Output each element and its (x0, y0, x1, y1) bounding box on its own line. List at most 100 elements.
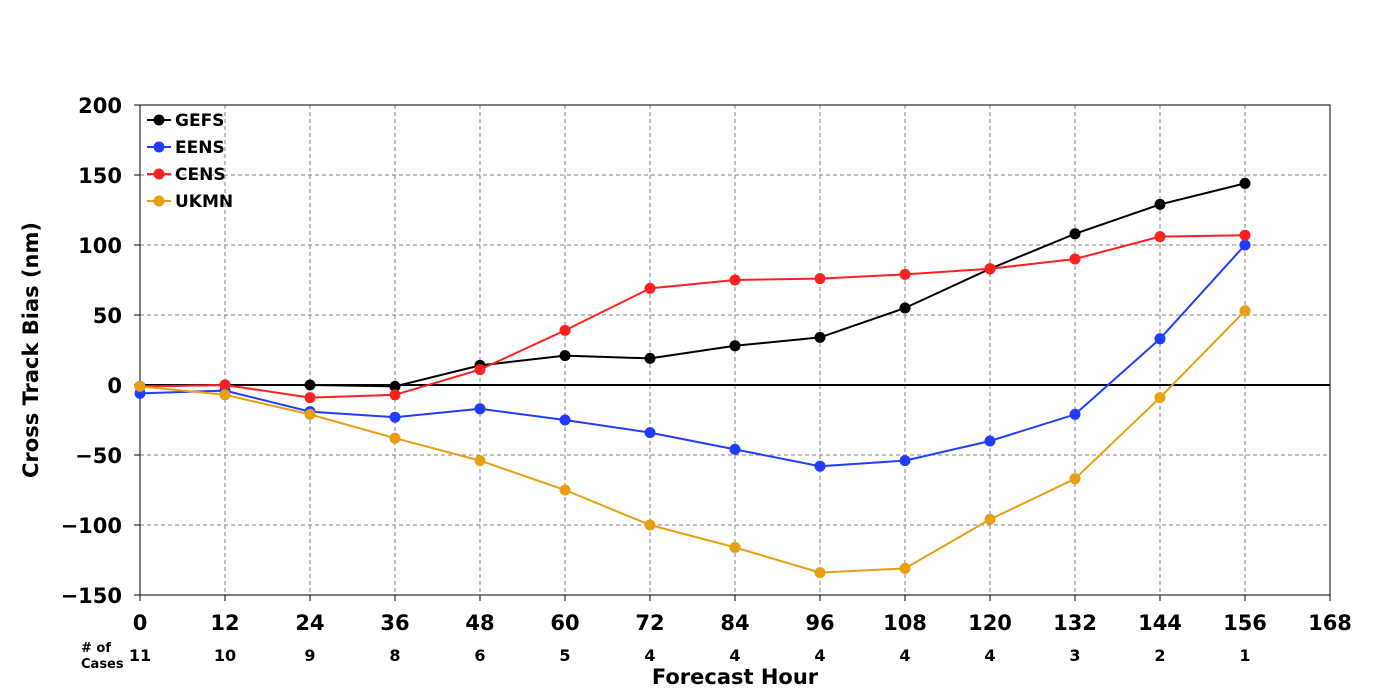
data-point-ukmn (1239, 305, 1251, 317)
data-point-eens (729, 443, 741, 455)
data-point-gefs (729, 340, 741, 352)
x-tick-label: 72 (635, 611, 664, 635)
x-tick-label: 0 (133, 611, 148, 635)
legend-item-gefs: GEFS (147, 111, 224, 131)
x-tick-label: 144 (1138, 611, 1182, 635)
data-point-gefs (304, 379, 316, 391)
legend: GEFS EENS CENS UKMN (147, 111, 233, 212)
data-point-cens (1154, 231, 1166, 243)
x-tick-label: 156 (1223, 611, 1267, 635)
data-point-eens (474, 403, 486, 415)
y-tick-label: 150 (78, 164, 122, 188)
x-tick-label: 84 (720, 611, 749, 635)
data-point-ukmn (899, 562, 911, 574)
legend-item-cens: CENS (147, 165, 226, 185)
legend-label: GEFS (175, 111, 224, 131)
data-point-cens (814, 273, 826, 285)
x-tick-label: 60 (550, 611, 579, 635)
x-axis-title: Forecast Hour (652, 665, 819, 689)
y-tick-label: 100 (78, 234, 122, 258)
data-point-ukmn (729, 541, 741, 553)
data-point-gefs (389, 380, 401, 392)
data-point-eens (1239, 239, 1251, 251)
legend-item-eens: EENS (147, 138, 225, 158)
data-point-eens (1069, 408, 1081, 420)
data-point-cens (729, 274, 741, 286)
x-tick-label: 108 (883, 611, 927, 635)
legend-label: CENS (175, 165, 226, 185)
data-point-eens (389, 411, 401, 423)
series-layer (134, 177, 1251, 579)
x-tick-label: 24 (295, 611, 324, 635)
data-point-ukmn (814, 567, 826, 579)
legend-label: EENS (175, 138, 225, 158)
data-point-ukmn (219, 389, 231, 401)
data-point-ukmn (474, 455, 486, 467)
cases-count: 8 (389, 646, 400, 665)
series-line-cens (139, 234, 1246, 399)
data-point-gefs (1069, 228, 1081, 240)
data-point-cens (389, 389, 401, 401)
y-tick-label: −150 (61, 584, 122, 608)
data-point-eens (814, 460, 826, 472)
legend-swatch-marker (153, 195, 165, 207)
data-point-cens (559, 324, 571, 336)
cases-header-line-2: Cases (81, 657, 124, 672)
data-point-cens (219, 379, 231, 391)
series-eens (134, 239, 1251, 472)
cases-count: 1 (1239, 646, 1250, 665)
cases-count: 10 (214, 646, 236, 665)
y-tick-label: 0 (107, 374, 122, 398)
series-line-eens (139, 244, 1246, 468)
tick-labels: 0 12 24 36 48 60 72 84 96 108 120 132 144 156 168 200 15… (61, 94, 1352, 635)
data-point-eens (559, 414, 571, 426)
data-point-ukmn (389, 432, 401, 444)
cases-count: 11 (129, 646, 151, 665)
series-line-ukmn (139, 310, 1246, 574)
y-tick-label: −50 (75, 444, 122, 468)
data-point-ukmn (559, 484, 571, 496)
x-tick-label: 12 (210, 611, 239, 635)
data-point-cens (984, 263, 996, 275)
series-ukmn (134, 305, 1251, 579)
cases-row: # of Cases 11 10 9 8 6 5 4 4 4 4 4 3 2 1 (81, 641, 1251, 672)
x-tick-label: 132 (1053, 611, 1097, 635)
x-tick-label: 48 (465, 611, 494, 635)
legend-label: UKMN (175, 192, 233, 212)
x-tick-label: 168 (1308, 611, 1352, 635)
x-tick-label: 96 (805, 611, 834, 635)
legend-swatch-marker (153, 141, 165, 153)
data-point-ukmn (1069, 473, 1081, 485)
cases-count: 2 (1154, 646, 1165, 665)
series-cens (134, 229, 1251, 404)
data-point-gefs (1239, 177, 1251, 189)
cases-count: 4 (729, 646, 740, 665)
cases-count: 4 (814, 646, 825, 665)
data-point-ukmn (984, 513, 996, 525)
data-point-cens (474, 364, 486, 376)
y-tick-label: 200 (78, 94, 122, 118)
legend-item-ukmn: UKMN (147, 192, 233, 212)
data-point-ukmn (644, 519, 656, 531)
cases-count: 3 (1069, 646, 1080, 665)
data-point-cens (899, 268, 911, 280)
cases-header-line-1: # of (81, 641, 111, 656)
data-point-eens (1154, 333, 1166, 345)
y-tick-label: 50 (93, 304, 122, 328)
y-axis-title: Cross Track Bias (nm) (19, 222, 43, 478)
data-point-eens (899, 455, 911, 467)
series-line-gefs (139, 182, 1246, 388)
cases-count: 4 (899, 646, 910, 665)
grid-lines (140, 105, 1330, 595)
data-point-cens (1069, 253, 1081, 265)
x-tick-label: 120 (968, 611, 1012, 635)
legend-swatch-marker (153, 114, 165, 126)
data-point-cens (304, 392, 316, 404)
data-point-gefs (644, 352, 656, 364)
x-tick-label: 36 (380, 611, 409, 635)
data-point-cens (1239, 229, 1251, 241)
cases-count: 4 (984, 646, 995, 665)
legend-swatch-marker (153, 168, 165, 180)
